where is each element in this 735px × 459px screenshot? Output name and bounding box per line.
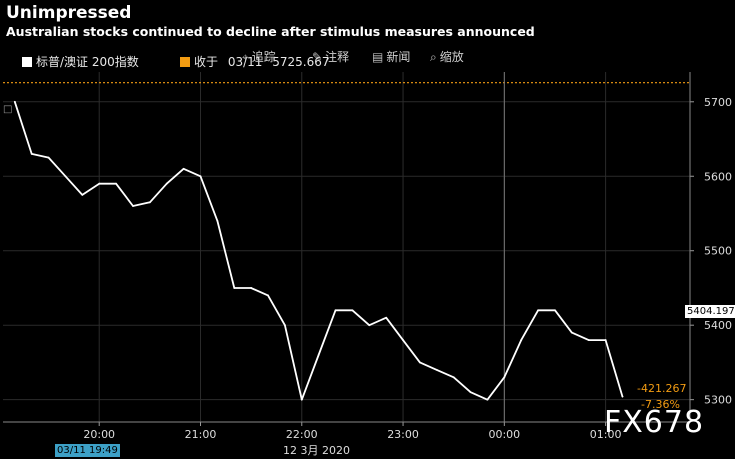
legend-close-value: 5725.667 bbox=[272, 55, 330, 69]
series-swatch-icon bbox=[22, 57, 32, 67]
data-point bbox=[182, 167, 185, 170]
data-point bbox=[233, 287, 236, 289]
data-point bbox=[81, 193, 84, 196]
data-point bbox=[351, 309, 354, 312]
data-point bbox=[148, 201, 151, 204]
data-point bbox=[132, 205, 134, 207]
news-label: 新闻 bbox=[386, 50, 411, 64]
data-point bbox=[537, 309, 539, 312]
data-point bbox=[334, 309, 337, 312]
chart-title: Unimpressed bbox=[6, 3, 132, 23]
axis-layer: 5300 5400 5500 5600 5700 20:00 21:00 22:00 23:00… bbox=[3, 72, 732, 441]
news-button[interactable]: ▤ 新闻 bbox=[372, 48, 410, 65]
data-point bbox=[604, 339, 607, 341]
y-tick-label: 5300 bbox=[704, 394, 732, 407]
x-tick-label: 21:00 bbox=[185, 428, 217, 441]
change-pct: -7.36% bbox=[641, 398, 680, 411]
data-point bbox=[115, 182, 117, 185]
data-point bbox=[98, 182, 101, 185]
data-point bbox=[520, 339, 523, 341]
x-tick-label: 00:00 bbox=[488, 428, 520, 441]
track-label: 追踪 bbox=[251, 50, 276, 64]
grid-layer bbox=[3, 72, 690, 422]
pencil-icon: ✎ bbox=[312, 50, 323, 64]
last-value-badge: 5404.197 bbox=[685, 305, 735, 318]
data-point bbox=[317, 354, 320, 356]
data-point bbox=[402, 339, 404, 341]
data-point bbox=[621, 395, 624, 398]
data-point bbox=[503, 376, 506, 379]
data-point bbox=[47, 156, 50, 159]
data-point bbox=[435, 368, 438, 371]
legend-marker-icon: □ bbox=[3, 104, 13, 115]
legend-close[interactable]: 收于 03/11 5725.667 bbox=[180, 53, 330, 70]
data-point bbox=[486, 398, 489, 401]
data-point bbox=[30, 153, 33, 155]
x-tick-label: 23:00 bbox=[387, 428, 419, 441]
plot-layer bbox=[3, 72, 690, 422]
date-label: 12 3月 2020 bbox=[283, 444, 350, 457]
zoom-icon: ⌕ bbox=[430, 50, 437, 64]
legend-bar: □ 标普/澳证 200指数 收于 03/11 5725.667 bbox=[0, 48, 735, 115]
data-point bbox=[385, 316, 388, 319]
data-point bbox=[300, 398, 303, 401]
zoom-button[interactable]: ⌕ 缩放 bbox=[430, 48, 464, 65]
data-point bbox=[554, 309, 556, 312]
data-point bbox=[216, 220, 219, 222]
y-tick-label: 5500 bbox=[704, 245, 732, 258]
y-tick-label: 5700 bbox=[704, 96, 732, 109]
zoom-label: 缩放 bbox=[439, 50, 464, 64]
x-tick-label: 22:00 bbox=[286, 428, 318, 441]
data-point bbox=[199, 175, 202, 178]
track-icon: ⌖ bbox=[242, 50, 249, 64]
data-point bbox=[267, 294, 269, 297]
y-tick-label: 5400 bbox=[704, 319, 732, 332]
track-button[interactable]: ⌖ 追踪 bbox=[242, 48, 276, 65]
data-point bbox=[419, 361, 421, 364]
news-icon: ▤ bbox=[372, 50, 384, 64]
data-point bbox=[283, 324, 286, 327]
legend-series-label: 标普/澳证 200指数 bbox=[36, 55, 139, 69]
legend-close-date: 03/11 bbox=[227, 55, 263, 69]
data-point bbox=[368, 324, 371, 327]
annotate-label: 注释 bbox=[325, 50, 350, 64]
data-point bbox=[587, 339, 590, 341]
data-point bbox=[469, 391, 472, 394]
legend-close-label: 收于 bbox=[194, 55, 219, 69]
data-point bbox=[64, 175, 67, 178]
data-point bbox=[452, 376, 455, 379]
data-point bbox=[13, 100, 16, 103]
data-point bbox=[165, 182, 168, 185]
annotate-button[interactable]: ✎ 注释 bbox=[312, 48, 349, 65]
data-point bbox=[250, 287, 253, 289]
legend-series[interactable]: 标普/澳证 200指数 bbox=[22, 53, 139, 70]
y-tick-label: 5600 bbox=[704, 170, 732, 183]
cursor-time-badge: 03/11 19:49 bbox=[55, 444, 120, 457]
chart-header: Unimpressed Australian stocks continued … bbox=[0, 0, 735, 48]
chart-subtitle: Australian stocks continued to decline a… bbox=[6, 24, 535, 39]
watermark: FX678 bbox=[604, 405, 705, 440]
x-tick-label: 20:00 bbox=[83, 428, 115, 441]
change-abs: -421.267 bbox=[637, 382, 687, 395]
x-tick-label: 01:00 bbox=[590, 428, 622, 441]
close-swatch-icon bbox=[180, 57, 190, 67]
data-point bbox=[570, 331, 573, 334]
